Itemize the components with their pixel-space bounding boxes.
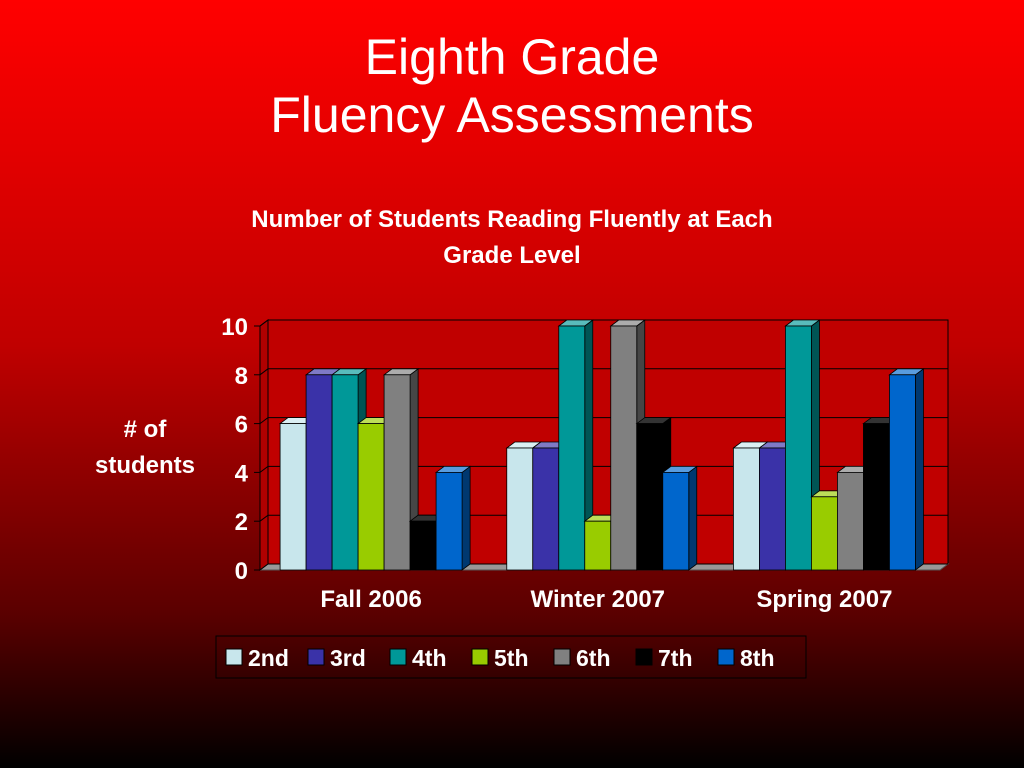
gridline: [259, 563, 948, 571]
legend-item-8th: 8th: [717, 645, 775, 671]
legend-label: 6th: [576, 645, 611, 671]
side-wall: [259, 319, 269, 571]
bar-8th-spring-2007: [888, 367, 925, 571]
y-tick-label: 10: [221, 314, 248, 341]
y-tick-label: 2: [235, 509, 248, 536]
legend-label: 5th: [494, 645, 529, 671]
legend-swatch: [553, 648, 571, 666]
x-tick-label: Fall 2006: [320, 586, 421, 613]
x-tick-label: Winter 2007: [531, 586, 666, 613]
bar-8th-fall-2006: [434, 465, 472, 571]
legend-swatch: [307, 648, 325, 666]
legend-swatch: [225, 648, 243, 666]
legend-label: 7th: [658, 645, 693, 671]
bar-8th-winter-2007: [661, 465, 698, 571]
y-axis-label-line2: students: [94, 452, 195, 479]
gridline: [259, 319, 948, 327]
legend-swatch: [635, 648, 653, 666]
legend-label: 2nd: [248, 645, 289, 671]
legend-item-4th: 4th: [389, 645, 447, 671]
gridline: [259, 368, 948, 376]
y-tick-labels: 0 2 4 6 8 10: [221, 314, 248, 585]
y-tick-label: 0: [235, 558, 248, 585]
legend-item-6th: 6th: [553, 645, 611, 671]
legend-box: [215, 635, 807, 679]
legend-label: 4th: [412, 645, 447, 671]
legend-item-3rd: 3rd: [307, 645, 366, 671]
y-axis-label: # of students: [70, 412, 220, 484]
legend-label: 8th: [740, 645, 775, 671]
gridline: [259, 465, 948, 473]
x-tick-labels: Fall 2006 Winter 2007 Spring 2007: [320, 586, 892, 613]
slide-title: Eighth Grade Fluency Assessments: [0, 28, 1024, 144]
legend-swatch: [389, 648, 407, 666]
legend-swatch: [471, 648, 489, 666]
chart-title: Number of Students Reading Fluently at E…: [0, 202, 1024, 274]
legend-label: 3rd: [330, 645, 366, 671]
bars: [278, 319, 925, 571]
gridline: [259, 417, 948, 425]
y-axis-label-line1: # of: [123, 416, 167, 443]
chart-title-line1: Number of Students Reading Fluently at E…: [251, 206, 773, 233]
legend: 2nd 3rd 4th 5th 6th 7th 8th: [215, 635, 807, 679]
gridlines: [254, 319, 948, 571]
legend-swatch: [717, 648, 735, 666]
slide-title-line2: Fluency Assessments: [270, 87, 754, 143]
bar-4th-winter-2007: [557, 319, 594, 571]
x-tick-label: Spring 2007: [756, 586, 892, 613]
y-tick-label: 4: [235, 460, 249, 487]
bar-6th-fall-2006: [382, 367, 420, 571]
gridline: [259, 514, 948, 522]
legend-item-2nd: 2nd: [225, 645, 289, 671]
slide-title-line1: Eighth Grade: [364, 29, 660, 85]
legend-item-5th: 5th: [471, 645, 529, 671]
y-tick-label: 6: [235, 412, 248, 439]
legend-item-7th: 7th: [635, 645, 693, 671]
y-tick-label: 8: [235, 363, 248, 390]
chart-title-line2: Grade Level: [443, 242, 581, 269]
